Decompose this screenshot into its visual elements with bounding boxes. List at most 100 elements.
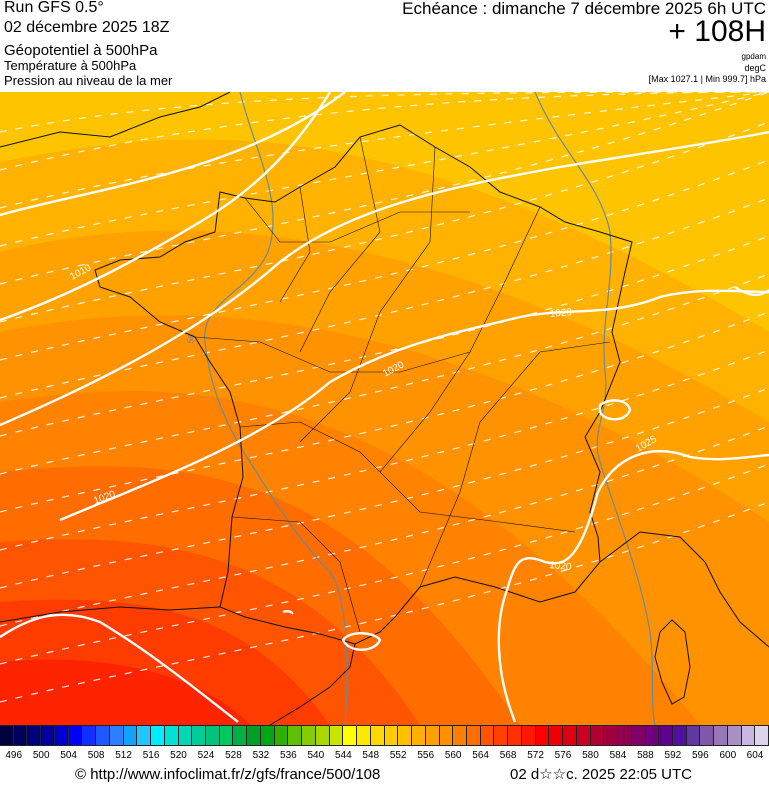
colorbar-swatch <box>247 725 261 746</box>
colorbar-label: 504 <box>60 750 77 761</box>
isotherm-grey-lines <box>204 92 656 725</box>
colorbar-label: 516 <box>142 750 160 761</box>
colorbar-label: 580 <box>582 750 599 761</box>
colorbar-label: 524 <box>197 750 215 761</box>
colorbar-swatch <box>206 725 220 746</box>
colorbar-swatch <box>370 725 385 746</box>
isobar-south <box>497 589 517 723</box>
colorbar-swatch <box>563 725 577 746</box>
colorbar-label: 592 <box>664 750 682 761</box>
colorbar-label: 500 <box>32 750 50 761</box>
colorbar-labels: 496 500 504 508 512 516 520 524 528 532 536 540 544 5… <box>0 750 769 762</box>
colorbar-label: 508 <box>87 750 105 761</box>
colorbar-swatch <box>494 725 509 746</box>
colorbar-swatch <box>686 725 701 746</box>
colorbar-swatch <box>535 725 550 746</box>
colorbar-swatch <box>219 725 234 746</box>
coastlines-borders <box>0 92 769 725</box>
isotherm-label: 56 <box>185 333 197 345</box>
colorbar-swatch <box>192 725 207 746</box>
isobars <box>0 92 769 723</box>
colorbar-swatch <box>0 725 14 746</box>
colorbar-swatch <box>68 725 83 746</box>
colorbar-label: 532 <box>252 750 270 761</box>
colorbar-swatch <box>659 725 673 746</box>
source-url: © http://www.infoclimat.fr/z/gfs/france/… <box>75 766 381 783</box>
isobar-small <box>282 609 294 615</box>
unit-degc: degC <box>744 63 766 73</box>
isobar-low-loop <box>341 632 382 651</box>
colorbar-label: 604 <box>746 750 764 761</box>
colorbar-swatch <box>384 725 399 746</box>
colorbar-swatch <box>178 725 193 746</box>
spain-coast <box>0 606 221 623</box>
isobar-sw <box>0 613 239 723</box>
geopotential-band <box>0 659 250 725</box>
colorbar-swatch <box>466 725 481 746</box>
generated-time: 02 d☆☆c. 2025 22:05 UTC <box>510 766 692 783</box>
colorbar-label: 576 <box>554 750 572 761</box>
colorbar-label: 564 <box>472 750 489 761</box>
isobar-label: 1020 <box>549 560 573 573</box>
colorbar-swatch <box>27 725 42 746</box>
isobar-1020-west <box>59 289 769 522</box>
isotherm-west <box>204 92 348 725</box>
colorbar-swatch <box>357 725 371 746</box>
valid-time: Echéance : dimanche 7 décembre 2025 6h U… <box>402 0 766 18</box>
colorbar-label: 584 <box>609 750 627 761</box>
colorbar-swatch <box>343 725 358 746</box>
colorbar-swatch <box>151 725 165 746</box>
colorbar-swatch <box>109 725 124 746</box>
colorbar-swatch <box>741 725 756 746</box>
colorbar-swatch <box>521 725 536 746</box>
colorbar-swatch <box>54 725 69 746</box>
colorbar-label: 596 <box>691 750 709 761</box>
isobar-east-top <box>734 286 769 297</box>
colorbar-label: 528 <box>225 750 242 761</box>
colorbar-swatch <box>274 725 289 746</box>
colorbar-swatch <box>604 725 619 746</box>
isotherm-dashed-line <box>0 92 769 171</box>
colorbar-label: 512 <box>115 750 132 761</box>
colorbar-label: 520 <box>170 750 187 761</box>
weather-map: 56 1010 1020 1020 1020 <box>0 92 769 725</box>
colorbar-label: 544 <box>334 750 352 761</box>
colorbar-swatch <box>96 725 110 746</box>
colorbar-label: 548 <box>362 750 380 761</box>
colorbar-swatch <box>164 725 179 746</box>
colorbar-label: 540 <box>307 750 325 761</box>
colorbar <box>0 725 769 746</box>
colorbar-swatch <box>480 725 495 746</box>
isobar-top <box>0 92 346 217</box>
colorbar-swatch <box>672 725 687 746</box>
isobar-1010 <box>0 92 332 322</box>
colorbar-label: 560 <box>444 750 462 761</box>
france-outline <box>94 124 633 645</box>
colorbar-swatch <box>233 725 248 746</box>
colorbar-label: 552 <box>389 750 407 761</box>
colorbar-label: 600 <box>719 750 737 761</box>
colorbar-swatch <box>618 725 632 746</box>
colorbar-swatch <box>82 725 97 746</box>
italy-coast <box>599 531 769 648</box>
colorbar-label: 496 <box>5 750 23 761</box>
isotherm-east <box>534 92 656 725</box>
colorbar-swatch <box>13 725 28 746</box>
colorbar-swatch <box>412 725 426 746</box>
colorbar-swatch <box>329 725 344 746</box>
colorbar-label: 556 <box>417 750 435 761</box>
colorbar-swatch <box>41 725 55 746</box>
spain-east-coast <box>269 643 356 725</box>
lead-time: + 108H <box>668 15 766 48</box>
unit-gpdam: gpdam <box>741 52 766 61</box>
internal-borders <box>194 136 611 633</box>
pressure-range: [Max 1027.1 | Min 999.7] hPa <box>648 74 766 84</box>
colorbar-swatch <box>425 725 440 746</box>
geopotential-bands <box>0 92 769 725</box>
colorbar-label: 568 <box>499 750 517 761</box>
colorbar-swatch <box>315 725 330 746</box>
colorbar-swatch <box>260 725 275 746</box>
colorbar-label: 572 <box>527 750 544 761</box>
colorbar-swatch <box>453 725 467 746</box>
corsica <box>654 619 691 705</box>
